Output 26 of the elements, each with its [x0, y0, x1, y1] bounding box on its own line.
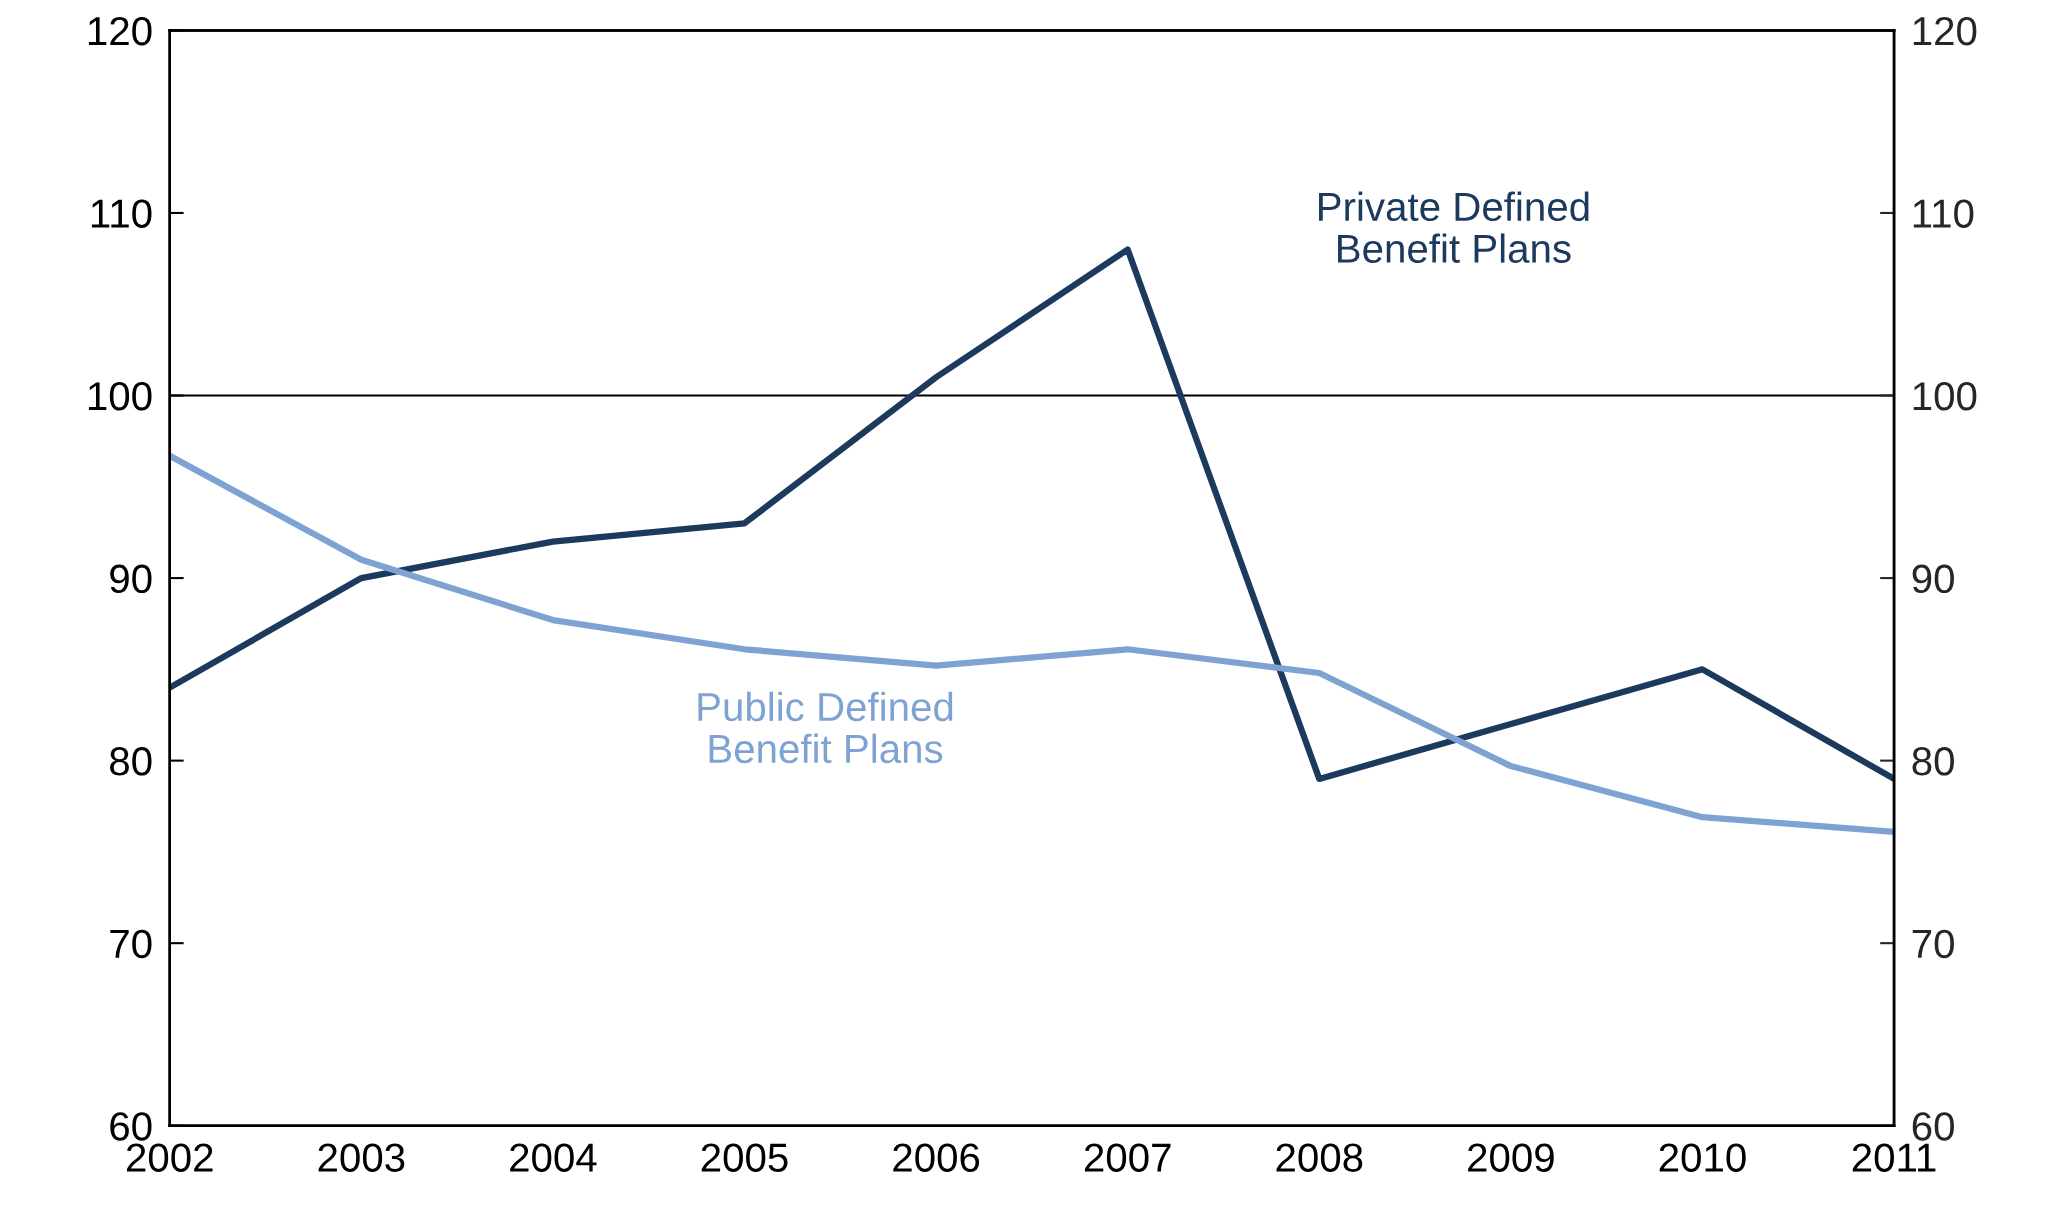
y2-tick-label: 80 [1912, 747, 1954, 776]
x-tick-label: 2009 [1468, 1143, 1554, 1172]
y-tick-label: 120 [88, 16, 152, 46]
y-tick-label: 90 [110, 564, 152, 594]
y-tick-label: 110 [91, 199, 152, 228]
text: Private Defined Benefit Plans [1319, 191, 1589, 263]
y2-tick-label: 90 [1912, 564, 1954, 594]
series-label: Public Defined Benefit Plans [698, 691, 953, 764]
y-tick-label: 80 [110, 747, 152, 776]
x-tick-label: 2002 [126, 1143, 213, 1172]
x-tick-label: 2005 [701, 1143, 788, 1172]
x-tick-label: 2008 [1276, 1143, 1363, 1172]
y2-tick-label: 110 [1913, 199, 1974, 228]
x-tick-label: 2010 [1659, 1143, 1746, 1172]
y2-tick-label: 60 [1912, 1112, 1954, 1141]
y-tick-label: 100 [88, 381, 152, 411]
y2-tick-label: 70 [1912, 929, 1954, 959]
x-tick-label: 2011 [1852, 1143, 1936, 1172]
x-tick-label: 2004 [510, 1143, 597, 1172]
x-tick-label: 2006 [893, 1143, 980, 1172]
y-tick-label: 60 [110, 1112, 152, 1141]
x-tick-label: 2007 [1084, 1143, 1171, 1172]
x-tick-label: 2003 [318, 1143, 405, 1172]
y-tick-label: 70 [110, 929, 152, 959]
y2-tick-label: 120 [1913, 16, 1977, 46]
y2-tick-label: 100 [1913, 381, 1977, 411]
